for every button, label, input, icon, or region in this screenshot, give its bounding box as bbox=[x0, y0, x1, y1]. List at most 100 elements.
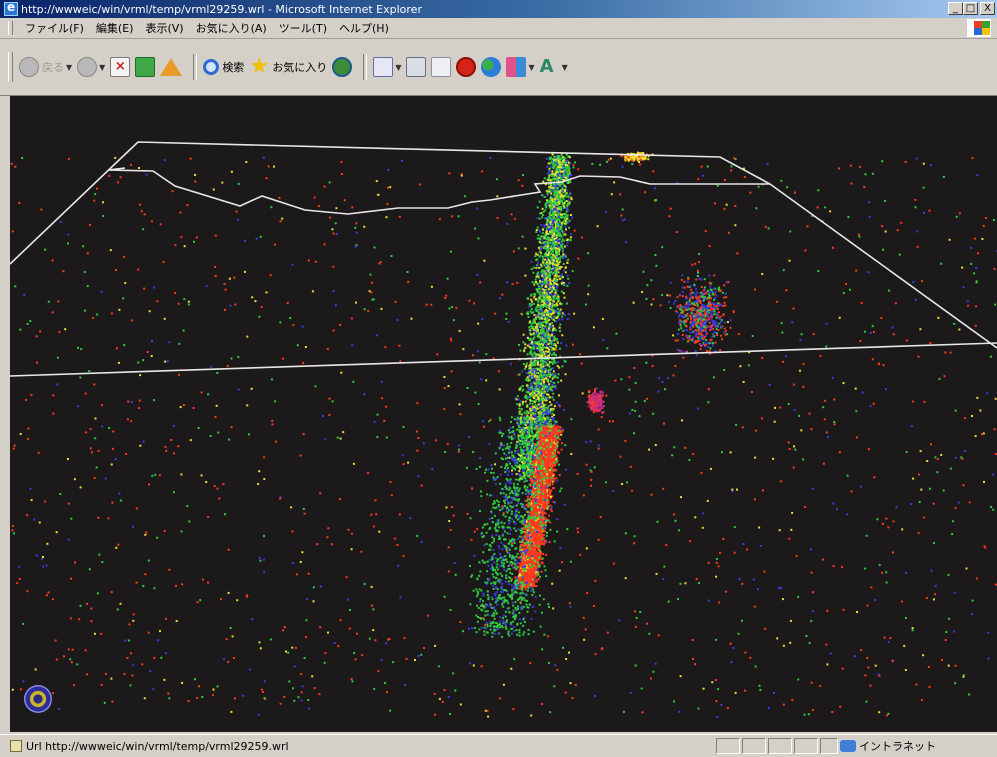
point bbox=[855, 436, 858, 439]
point bbox=[557, 154, 560, 157]
point bbox=[714, 679, 717, 682]
point bbox=[274, 243, 277, 246]
point bbox=[542, 336, 545, 339]
home-button[interactable] bbox=[160, 58, 183, 76]
point bbox=[533, 295, 536, 298]
point bbox=[536, 419, 539, 422]
point bbox=[544, 315, 547, 317]
history-button[interactable] bbox=[332, 57, 353, 77]
point bbox=[548, 278, 551, 281]
point bbox=[541, 292, 544, 295]
point bbox=[90, 607, 93, 610]
mail-button[interactable]: ▼ bbox=[373, 57, 401, 77]
point bbox=[372, 608, 375, 611]
point bbox=[67, 157, 70, 160]
point bbox=[494, 312, 497, 315]
point bbox=[481, 170, 484, 173]
messenger-button[interactable] bbox=[481, 57, 502, 77]
point bbox=[546, 331, 549, 333]
point bbox=[558, 250, 560, 253]
forward-button[interactable]: ▼ bbox=[77, 57, 105, 77]
stop-button[interactable]: × bbox=[110, 57, 131, 77]
point bbox=[587, 252, 590, 255]
menu-help[interactable]: ヘルプ(H) bbox=[339, 22, 389, 35]
dropdown-arrow-icon[interactable]: ▼ bbox=[99, 62, 106, 72]
point bbox=[688, 459, 691, 462]
point bbox=[549, 416, 552, 419]
menu-tools[interactable]: ツール(T) bbox=[278, 22, 327, 35]
point bbox=[415, 430, 418, 433]
point bbox=[124, 282, 127, 285]
point bbox=[707, 599, 710, 602]
point bbox=[887, 712, 890, 715]
menu-grip[interactable] bbox=[8, 21, 13, 35]
point bbox=[622, 710, 625, 713]
point bbox=[235, 210, 238, 213]
point bbox=[542, 416, 545, 419]
point bbox=[554, 262, 557, 265]
point bbox=[528, 428, 531, 431]
point bbox=[918, 473, 921, 476]
back-button[interactable]: 戻る ▼ bbox=[19, 57, 72, 77]
vrml-viewer[interactable] bbox=[10, 96, 997, 732]
point bbox=[567, 195, 570, 198]
search-button[interactable]: 検索 bbox=[203, 59, 244, 75]
point bbox=[645, 361, 648, 364]
menu-view[interactable]: 表示(V) bbox=[145, 22, 184, 35]
highlight-button[interactable]: A ▼ bbox=[540, 57, 568, 77]
close-button[interactable]: X bbox=[980, 2, 995, 15]
point bbox=[554, 225, 557, 228]
point bbox=[560, 216, 563, 219]
point bbox=[224, 308, 226, 311]
edit-button[interactable] bbox=[431, 57, 452, 77]
point bbox=[535, 345, 538, 348]
point bbox=[13, 532, 15, 535]
point bbox=[572, 166, 575, 169]
discuss-button[interactable] bbox=[456, 57, 477, 77]
point bbox=[542, 210, 545, 213]
point bbox=[518, 403, 521, 406]
point bbox=[533, 353, 536, 356]
point bbox=[560, 158, 563, 161]
toolbar-grip[interactable] bbox=[8, 52, 13, 82]
print-button[interactable] bbox=[406, 57, 427, 77]
dropdown-arrow-icon[interactable]: ▼ bbox=[395, 62, 402, 72]
point bbox=[733, 157, 736, 160]
point bbox=[555, 204, 558, 207]
menu-favorites[interactable]: お気に入り(A) bbox=[195, 22, 267, 35]
point bbox=[558, 223, 561, 226]
point bbox=[370, 291, 373, 294]
refresh-button[interactable] bbox=[135, 57, 156, 77]
point bbox=[554, 187, 557, 190]
dropdown-arrow-icon[interactable]: ▼ bbox=[528, 62, 535, 72]
point bbox=[551, 185, 554, 187]
point bbox=[979, 409, 982, 412]
point bbox=[520, 412, 523, 415]
point bbox=[178, 373, 180, 376]
point bbox=[551, 367, 554, 370]
maximize-button[interactable]: □ bbox=[963, 2, 978, 15]
point bbox=[642, 270, 645, 273]
translate-button[interactable]: ▼ bbox=[506, 57, 535, 77]
point bbox=[96, 313, 99, 316]
point bbox=[556, 187, 559, 190]
dropdown-arrow-icon[interactable]: ▼ bbox=[561, 62, 568, 72]
menu-edit[interactable]: 編集(E) bbox=[95, 22, 134, 35]
point bbox=[545, 352, 548, 355]
menu-file[interactable]: ファイル(F) bbox=[25, 22, 84, 35]
point bbox=[489, 418, 492, 421]
point bbox=[892, 520, 895, 523]
point bbox=[810, 681, 813, 684]
point bbox=[528, 321, 531, 324]
point bbox=[884, 230, 887, 233]
favorites-button[interactable]: ★ お気に入り bbox=[249, 56, 327, 78]
point bbox=[548, 316, 550, 319]
point bbox=[517, 179, 520, 182]
point bbox=[355, 632, 358, 635]
point bbox=[446, 277, 449, 280]
minimize-button[interactable]: _ bbox=[948, 2, 963, 15]
point bbox=[543, 314, 545, 317]
point bbox=[477, 237, 480, 240]
dropdown-arrow-icon[interactable]: ▼ bbox=[66, 62, 73, 72]
point bbox=[944, 351, 947, 354]
